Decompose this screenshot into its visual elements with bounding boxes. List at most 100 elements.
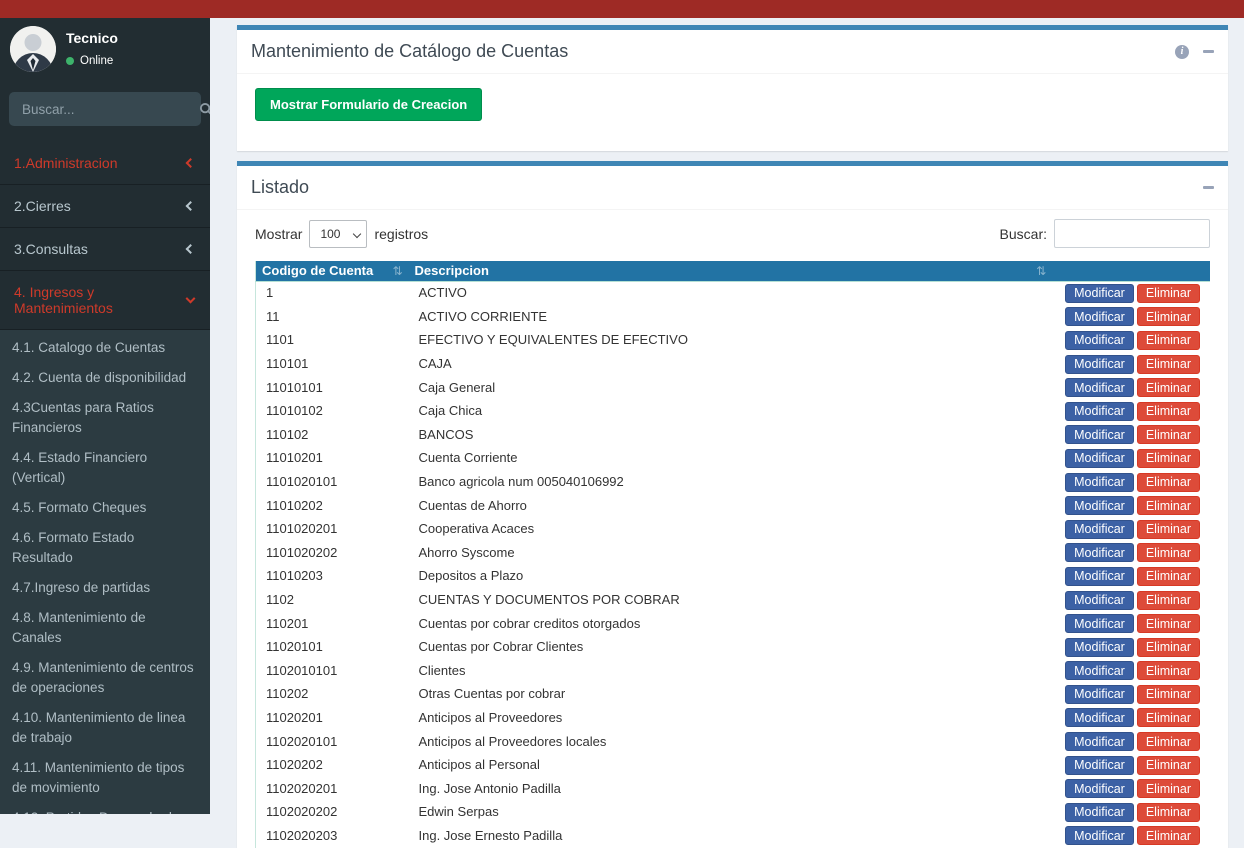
delete-button[interactable]: Eliminar [1137, 614, 1200, 633]
delete-button[interactable]: Eliminar [1137, 661, 1200, 680]
delete-button[interactable]: Eliminar [1137, 307, 1200, 326]
delete-button[interactable]: Eliminar [1137, 284, 1200, 303]
sidebar-item[interactable]: 1.Administracion [0, 142, 210, 185]
top-navbar [0, 0, 1244, 18]
delete-button[interactable]: Eliminar [1137, 685, 1200, 704]
modify-button[interactable]: Modificar [1065, 425, 1134, 444]
delete-button[interactable]: Eliminar [1137, 449, 1200, 468]
account-desc-cell: Ing. Jose Ernesto Padilla [409, 824, 1053, 848]
column-header-codigo[interactable]: Codigo de Cuenta ⇅ [256, 261, 409, 281]
sidebar-subitem[interactable]: 4.8. Mantenimiento de Canales [0, 603, 210, 653]
sidebar-subitem[interactable]: 4.4. Estado Financiero (Vertical) [0, 443, 210, 493]
user-status: Online [66, 55, 118, 67]
modify-button[interactable]: Modificar [1065, 756, 1134, 775]
table-header-row: Codigo de Cuenta ⇅ Descripcion ⇅ [256, 261, 1211, 281]
modify-button[interactable]: Modificar [1065, 449, 1134, 468]
delete-button[interactable]: Eliminar [1137, 496, 1200, 515]
account-desc-cell: Otras Cuentas por cobrar [409, 683, 1053, 707]
sidebar-item[interactable]: 3.Consultas [0, 228, 210, 271]
delete-button[interactable]: Eliminar [1137, 803, 1200, 822]
delete-button[interactable]: Eliminar [1137, 402, 1200, 421]
modify-button[interactable]: Modificar [1065, 614, 1134, 633]
search-icon[interactable] [199, 92, 210, 126]
modify-button[interactable]: Modificar [1065, 826, 1134, 845]
sidebar-item[interactable]: 2.Cierres [0, 185, 210, 228]
modify-button[interactable]: Modificar [1065, 402, 1134, 421]
delete-button[interactable]: Eliminar [1137, 708, 1200, 727]
sidebar-item[interactable]: 4. Ingresos y Mantenimientos [0, 271, 210, 330]
delete-button[interactable]: Eliminar [1137, 425, 1200, 444]
modify-button[interactable]: Modificar [1065, 331, 1134, 350]
table-search-input[interactable] [1054, 219, 1210, 248]
sidebar-subitem[interactable]: 4.10. Mantenimiento de linea de trabajo [0, 703, 210, 753]
modify-button[interactable]: Modificar [1065, 732, 1134, 751]
modify-button[interactable]: Modificar [1065, 496, 1134, 515]
sidebar-subitem[interactable]: 4.7.Ingreso de partidas [0, 573, 210, 603]
modify-button[interactable]: Modificar [1065, 543, 1134, 562]
sidebar-subitem[interactable]: 4.6. Formato Estado Resultado [0, 523, 210, 573]
sidebar-subitem[interactable]: 4.1. Catalogo de Cuentas [0, 333, 210, 363]
delete-button[interactable]: Eliminar [1137, 543, 1200, 562]
modify-button[interactable]: Modificar [1065, 520, 1134, 539]
modify-button[interactable]: Modificar [1065, 779, 1134, 798]
modify-button[interactable]: Modificar [1065, 355, 1134, 374]
collapse-icon[interactable] [1203, 50, 1214, 53]
info-icon[interactable]: i [1175, 45, 1189, 59]
modify-button[interactable]: Modificar [1065, 661, 1134, 680]
modify-button[interactable]: Modificar [1065, 591, 1134, 610]
delete-button[interactable]: Eliminar [1137, 331, 1200, 350]
show-creation-form-button[interactable]: Mostrar Formulario de Creacion [255, 88, 482, 121]
account-desc-cell: CAJA [409, 352, 1053, 376]
modify-button[interactable]: Modificar [1065, 638, 1134, 657]
collapse-icon[interactable] [1203, 186, 1214, 189]
sidebar-subitem[interactable]: 4.2. Cuenta de disponibilidad [0, 363, 210, 393]
modify-button[interactable]: Modificar [1065, 284, 1134, 303]
modify-button[interactable]: Modificar [1065, 803, 1134, 822]
modify-button[interactable]: Modificar [1065, 473, 1134, 492]
modify-button[interactable]: Modificar [1065, 307, 1134, 326]
delete-button[interactable]: Eliminar [1137, 779, 1200, 798]
account-desc-cell: Anticipos al Personal [409, 753, 1053, 777]
page-length-select[interactable]: 100 [309, 220, 367, 248]
modify-button[interactable]: Modificar [1065, 567, 1134, 586]
account-code-cell: 11010102 [256, 399, 409, 423]
account-desc-cell: Cuenta Corriente [409, 447, 1053, 471]
delete-button[interactable]: Eliminar [1137, 567, 1200, 586]
delete-button[interactable]: Eliminar [1137, 520, 1200, 539]
column-header-descripcion[interactable]: Descripcion ⇅ [409, 261, 1053, 281]
sort-icon[interactable]: ⇅ [392, 264, 402, 278]
modify-button[interactable]: Modificar [1065, 378, 1134, 397]
delete-button[interactable]: Eliminar [1137, 473, 1200, 492]
delete-button[interactable]: Eliminar [1137, 355, 1200, 374]
delete-button[interactable]: Eliminar [1137, 638, 1200, 657]
modify-button[interactable]: Modificar [1065, 685, 1134, 704]
sidebar-subitem[interactable]: 4.5. Formato Cheques [0, 493, 210, 523]
sidebar-subitem[interactable]: 4.11. Mantenimiento de tipos de movimien… [0, 753, 210, 803]
sidebar-search-input[interactable] [9, 102, 199, 117]
sidebar-subitem[interactable]: 4.3Cuentas para Ratios Financieros [0, 393, 210, 443]
delete-button[interactable]: Eliminar [1137, 756, 1200, 775]
delete-button[interactable]: Eliminar [1137, 378, 1200, 397]
sidebar-subitem[interactable]: 4.12. Partidas Descuadradas o con proble… [0, 803, 210, 814]
account-desc-cell: ACTIVO [409, 281, 1053, 305]
delete-button[interactable]: Eliminar [1137, 591, 1200, 610]
sort-icon[interactable]: ⇅ [1036, 264, 1046, 278]
sidebar-subitem[interactable]: 4.9. Mantenimiento de centros de operaci… [0, 653, 210, 703]
delete-button[interactable]: Eliminar [1137, 826, 1200, 845]
modify-button[interactable]: Modificar [1065, 708, 1134, 727]
delete-button[interactable]: Eliminar [1137, 732, 1200, 751]
